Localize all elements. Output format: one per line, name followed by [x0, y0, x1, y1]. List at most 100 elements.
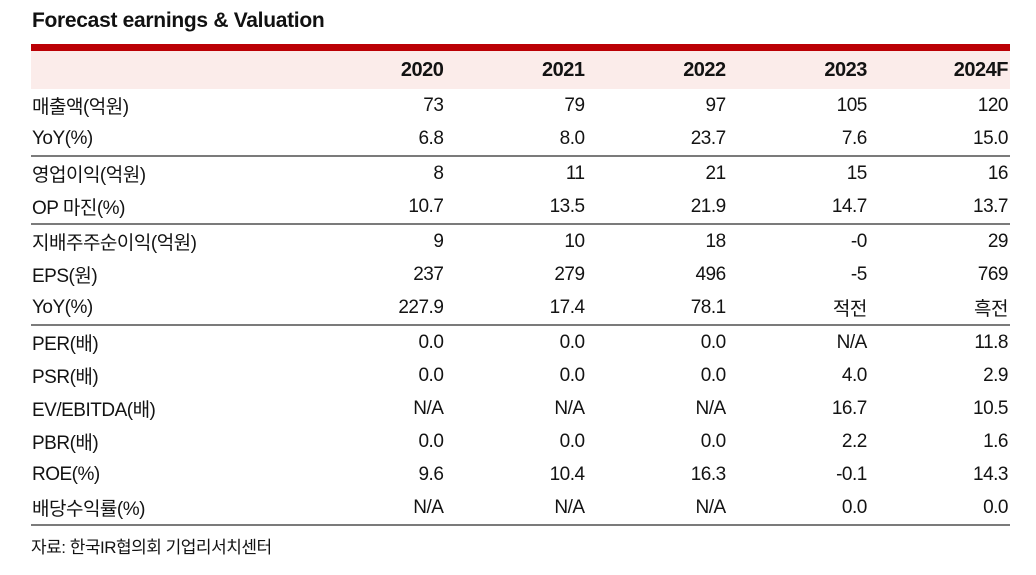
- table-head: 2020 2021 2022 2023 2024F: [31, 51, 1010, 89]
- cell-value: N/A: [554, 496, 585, 518]
- cell-value: 21: [705, 162, 727, 184]
- cell-value: 8: [433, 162, 444, 184]
- cell-value: 9: [433, 230, 444, 252]
- header-year-cell: 2020: [304, 51, 446, 89]
- header-label-cell: [31, 51, 305, 89]
- cell-value: 17.4: [549, 296, 585, 318]
- cell-value: 6.8: [418, 127, 444, 149]
- row-group: 지배주주순이익(억원) 9 10 18 -0 29 EPS(원) 237 279 496 -5 769…: [31, 224, 1010, 325]
- table-row: PSR(배) 0.0 0.0 0.0 4.0 2.9: [31, 359, 1010, 392]
- cell-value: 16.3: [690, 463, 726, 485]
- row-label: EPS(원): [32, 266, 98, 287]
- cell-value: 0.0: [418, 364, 444, 386]
- cell-value: 227.9: [398, 296, 444, 318]
- cell-value: 0.0: [418, 430, 444, 452]
- report-page: Forecast earnings & Valuation 2020 2021 20…: [31, 9, 1010, 557]
- cell-value: 0.0: [700, 430, 726, 452]
- cell-value: 79: [564, 94, 585, 116]
- table-row: EV/EBITDA(배) N/A N/A N/A 16.7 10.5: [31, 392, 1010, 425]
- cell-value: -0.1: [836, 463, 867, 485]
- cell-value: 14.7: [831, 195, 867, 217]
- cell-value: 0.0: [983, 496, 1008, 518]
- cell-value: N/A: [413, 397, 444, 419]
- table-row: ROE(%) 9.6 10.4 16.3 -0.1 14.3: [31, 458, 1010, 491]
- row-label: 배당수익률(%): [32, 499, 145, 520]
- source-note: 자료: 한국IR협의회 기업리서치센터: [31, 538, 272, 557]
- accent-bar: [31, 44, 1010, 51]
- cell-value: 21.9: [690, 195, 726, 217]
- row-label: PER(배): [32, 334, 99, 355]
- cell-value: N/A: [695, 496, 727, 518]
- cell-value: 0.0: [700, 331, 726, 353]
- row-label: OP 마진(%): [32, 198, 125, 219]
- cell-value: 0.0: [559, 430, 585, 452]
- cell-value: 78.1: [690, 296, 726, 318]
- cell-value: -0: [850, 230, 867, 252]
- cell-value: 0.0: [418, 331, 444, 353]
- cell-value: 18: [705, 230, 727, 252]
- cell-value: 10.5: [973, 397, 1008, 419]
- cell-value: 10.7: [408, 195, 444, 217]
- cell-value: 0.0: [700, 364, 726, 386]
- cell-value: N/A: [836, 331, 868, 353]
- table-row: EPS(원) 237 279 496 -5 769: [31, 258, 1010, 291]
- cell-value: 13.7: [973, 195, 1008, 217]
- table-row: 매출액(억원) 73 79 97 105 120: [31, 89, 1010, 122]
- cell-value: 16: [987, 162, 1009, 184]
- cell-value: 11: [565, 162, 585, 184]
- table-row: PBR(배) 0.0 0.0 0.0 2.2 1.6: [31, 425, 1010, 458]
- cell-value: 1.6: [983, 430, 1008, 452]
- forecast-table: 2020 2021 2022 2023 2024F 매출액(억원) 73 79 97 105 12…: [31, 51, 1010, 526]
- cell-value: 2.9: [983, 364, 1008, 386]
- row-label: YoY(%): [32, 296, 93, 318]
- cell-value: 279: [554, 263, 585, 285]
- cell-value: 73: [423, 94, 444, 116]
- cell-value: 14.3: [973, 463, 1008, 485]
- cell-value: 120: [977, 94, 1009, 116]
- cell-value: 237: [413, 263, 444, 285]
- cell-value: 흑전: [974, 299, 1008, 320]
- table-header-row: 2020 2021 2022 2023 2024F: [31, 51, 1010, 89]
- table-row: 배당수익률(%) N/A N/A N/A 0.0 0.0: [31, 491, 1010, 525]
- cell-value: 8.0: [559, 127, 585, 149]
- row-label: PBR(배): [32, 433, 99, 454]
- cell-value: 10: [564, 230, 585, 252]
- table-row: 영업이익(억원) 8 11 21 15 16: [31, 156, 1010, 190]
- row-label: 매출액(억원): [32, 97, 129, 118]
- table-row: OP 마진(%) 10.7 13.5 21.9 14.7 13.7: [31, 190, 1010, 224]
- cell-value: 9.6: [418, 463, 444, 485]
- cell-value: 13.5: [549, 195, 585, 217]
- row-group: 매출액(억원) 73 79 97 105 120 YoY(%) 6.8 8.0 23.7 7.6 15…: [31, 89, 1010, 156]
- page-title: Forecast earnings & Valuation: [32, 9, 325, 32]
- cell-value: 0.0: [559, 364, 585, 386]
- cell-value: N/A: [554, 397, 585, 419]
- row-label: PSR(배): [32, 367, 99, 388]
- cell-value: 23.7: [690, 127, 726, 149]
- row-label: 지배주주순이익(억원): [32, 233, 197, 254]
- table-row: YoY(%) 6.8 8.0 23.7 7.6 15.0: [31, 122, 1010, 156]
- cell-value: 97: [705, 94, 727, 116]
- cell-value: 496: [695, 263, 726, 285]
- cell-value: 105: [836, 94, 868, 116]
- row-group: 영업이익(억원) 8 11 21 15 16 OP 마진(%) 10.7 13.5 21.9 14.…: [31, 156, 1010, 224]
- cell-value: 적전: [832, 299, 867, 320]
- row-group: PER(배) 0.0 0.0 0.0 N/A 11.8 PSR(배) 0.0 0.0 0.0 4.0…: [31, 325, 1010, 525]
- table-row: PER(배) 0.0 0.0 0.0 N/A 11.8: [31, 325, 1010, 359]
- row-label: EV/EBITDA(배): [32, 400, 156, 421]
- cell-value: 11.8: [974, 331, 1008, 353]
- cell-value: 15: [846, 162, 868, 184]
- cell-value: 0.0: [841, 496, 867, 518]
- cell-value: 2.2: [841, 430, 867, 452]
- cell-value: 16.7: [831, 397, 867, 419]
- cell-value: N/A: [413, 496, 444, 518]
- cell-value: 769: [977, 263, 1009, 285]
- header-year-cell: 2023: [727, 51, 869, 89]
- header-year-cell: 2022: [586, 51, 728, 89]
- table-row: YoY(%) 227.9 17.4 78.1 적전 흑전: [31, 291, 1010, 325]
- cell-value: 10.4: [549, 463, 585, 485]
- row-label: ROE(%): [32, 463, 100, 485]
- cell-value: 4.0: [841, 364, 867, 386]
- row-label: 영업이익(억원): [32, 165, 146, 186]
- cell-value: -5: [850, 263, 867, 285]
- cell-value: N/A: [695, 397, 727, 419]
